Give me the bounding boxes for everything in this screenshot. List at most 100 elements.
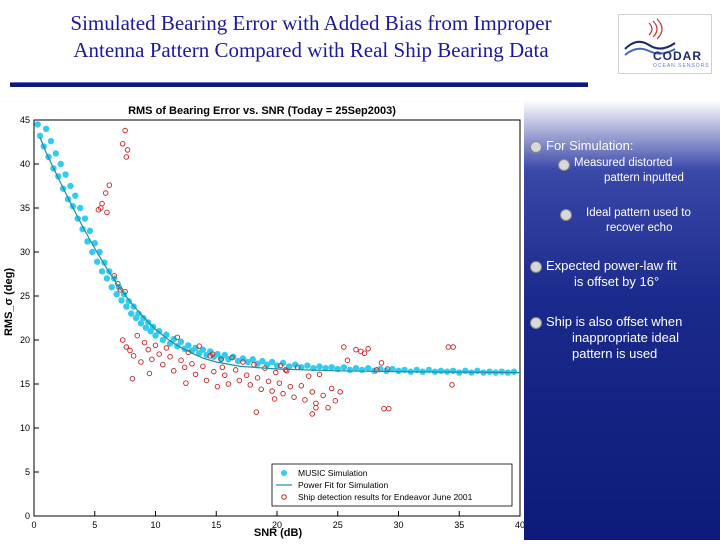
sim-point: [449, 367, 457, 374]
ship-point: [291, 394, 297, 400]
ship-point: [123, 154, 130, 160]
note-ideal-line-2: recover echo: [606, 222, 673, 234]
sim-point: [177, 338, 185, 345]
bullet-icon: [560, 209, 572, 221]
sim-point: [214, 350, 221, 358]
ship-point: [122, 127, 128, 134]
sim-point: [346, 366, 354, 374]
ship-point: [283, 368, 290, 374]
sim-point: [285, 363, 293, 370]
y-tick-label: 20: [20, 335, 30, 345]
bullet-icon: [558, 159, 570, 171]
ship-point: [127, 347, 133, 354]
sim-point: [221, 351, 228, 359]
ship-point: [156, 351, 162, 357]
codar-logo: CODAR OCEAN SENSORS: [618, 14, 712, 74]
chart-svg: RMS of Bearing Error vs. SNR (Today = 25…: [3, 105, 525, 539]
sim-point: [340, 364, 348, 371]
ship-point: [163, 345, 170, 351]
y-tick-label: 15: [20, 379, 30, 389]
ship-point: [449, 382, 455, 388]
ship-point: [232, 367, 239, 373]
sim-point: [249, 356, 256, 363]
ship-point: [240, 359, 246, 365]
sim-point: [93, 258, 101, 265]
logo-text: CODAR: [653, 49, 702, 63]
ship-point: [280, 390, 286, 397]
sim-point: [352, 364, 360, 372]
ship-point: [170, 368, 177, 374]
sim-point: [76, 204, 84, 212]
sim-point: [108, 284, 115, 291]
ship-point: [104, 209, 110, 216]
sim-point: [304, 362, 311, 369]
sim-point: [123, 303, 130, 310]
ship-point: [344, 357, 351, 363]
bullet-icon: [530, 141, 542, 153]
sim-point: [498, 368, 505, 375]
sim-point: [36, 132, 44, 140]
sim-point: [152, 332, 159, 339]
ship-point: [269, 388, 275, 394]
x-axis-label: SNR (dB): [254, 527, 303, 539]
sim-point: [279, 359, 287, 367]
note-power-law: Expected power-law fit is offset by 16°: [530, 258, 718, 290]
sim-point: [89, 248, 96, 256]
legend-label: MUSIC Simulation: [298, 468, 368, 478]
sim-point: [52, 150, 60, 157]
x-tick-label: 35: [454, 520, 464, 530]
ship-point: [218, 356, 224, 363]
ship-point: [325, 405, 331, 411]
ship-point: [320, 392, 326, 399]
note-ship-offset: Ship is also offset when inappropriate i…: [530, 314, 718, 362]
sim-point: [67, 182, 74, 190]
ship-point: [130, 353, 137, 359]
sim-point: [140, 314, 147, 322]
ship-point: [145, 346, 151, 353]
y-axis-label: RMS_σ (deg): [3, 268, 15, 336]
sim-point: [437, 367, 445, 374]
ship-point: [332, 397, 339, 404]
sim-point: [42, 125, 50, 132]
sim-point: [159, 336, 166, 344]
sim-point: [135, 310, 142, 317]
ship-point: [305, 373, 312, 379]
ship-point: [146, 370, 153, 377]
ship-point: [287, 383, 294, 390]
sim-point: [86, 227, 94, 235]
sim-point: [81, 215, 89, 222]
ship-point: [373, 367, 380, 373]
sim-point: [230, 353, 237, 360]
ship-point: [265, 378, 272, 385]
slide-title-line-2: Antenna Pattern Compared with Real Ship …: [73, 38, 549, 62]
ship-point: [181, 364, 188, 371]
sim-point: [389, 365, 396, 373]
legend-ship-marker: [281, 494, 287, 500]
ship-point: [236, 377, 243, 384]
ship-point: [152, 342, 159, 349]
sim-point: [118, 297, 125, 304]
sim-point: [47, 137, 55, 145]
slide-title-line-1: Simulated Bearing Error with Added Bias …: [70, 11, 552, 35]
sim-point: [62, 171, 69, 178]
ship-point: [138, 359, 144, 365]
sim-point: [84, 238, 91, 245]
ship-point: [178, 357, 184, 363]
sim-point: [259, 357, 266, 365]
ship-point: [276, 380, 283, 386]
ship-point: [219, 364, 226, 371]
sim-point: [395, 367, 402, 374]
ship-point: [341, 344, 347, 350]
ship-point: [183, 380, 189, 386]
ship-point: [141, 339, 148, 346]
ship-point: [98, 205, 104, 211]
sim-point: [79, 225, 86, 233]
x-tick-label: 15: [211, 520, 221, 530]
ship-point: [123, 344, 130, 350]
x-tick-label: 0: [31, 520, 36, 530]
y-tick-label: 10: [20, 423, 30, 433]
ship-point: [119, 141, 126, 147]
ship-point: [258, 386, 264, 393]
x-tick-label: 30: [393, 520, 403, 530]
sim-point: [103, 275, 111, 282]
